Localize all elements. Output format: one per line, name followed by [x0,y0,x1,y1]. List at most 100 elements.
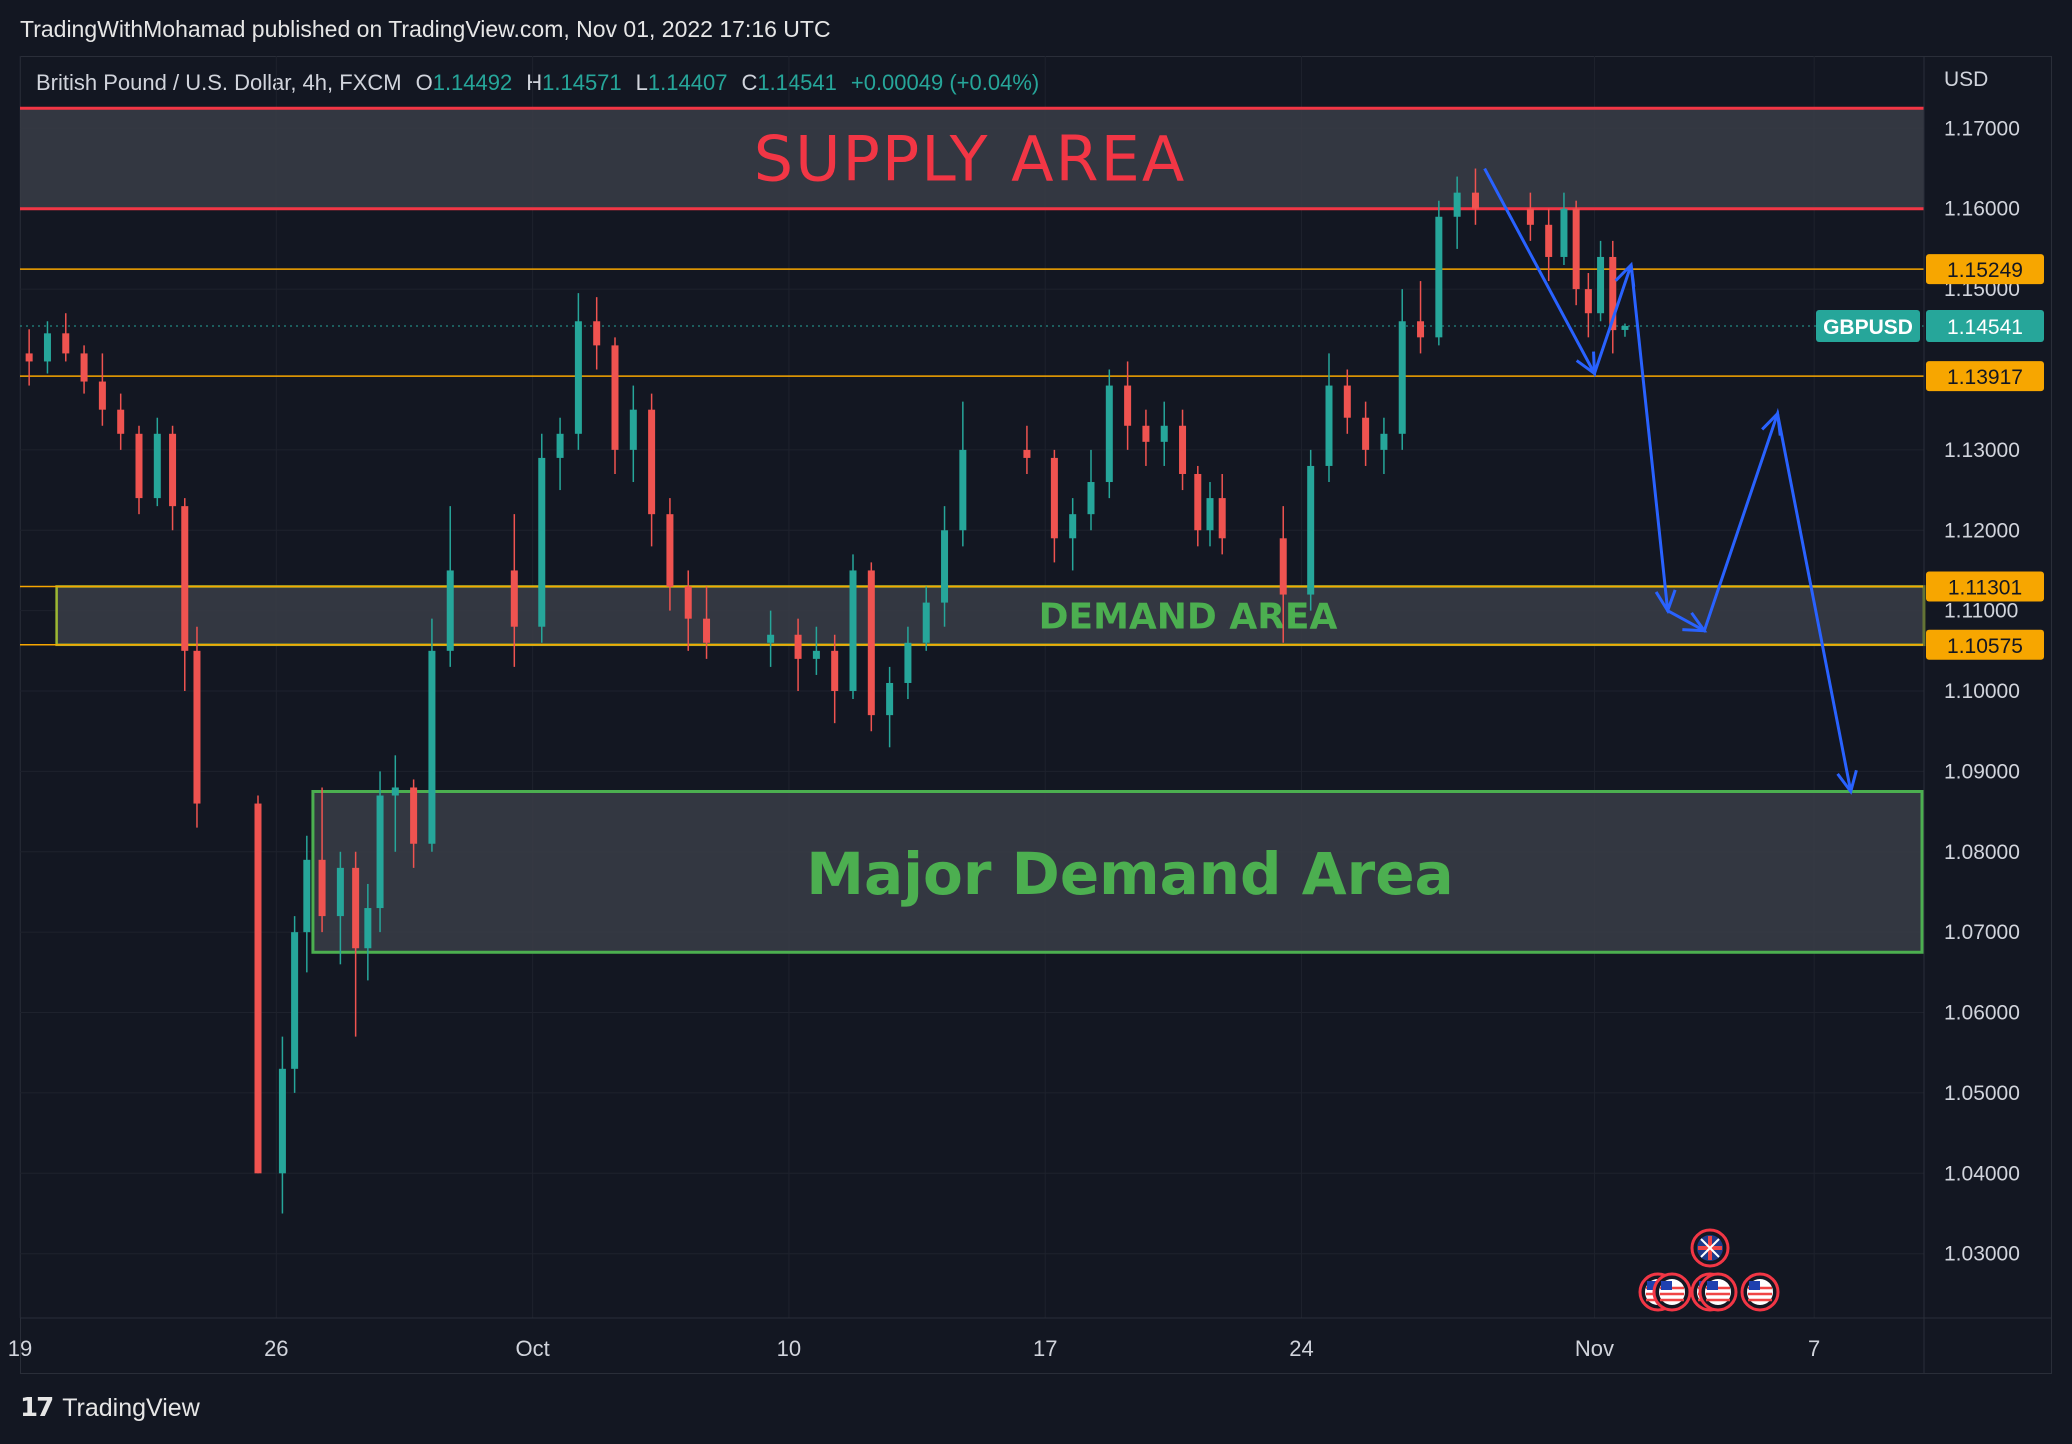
candle-body [703,618,711,643]
candle [62,313,70,362]
symbol-name[interactable]: British Pound / U.S. Dollar, 4h, FXCM [36,70,402,95]
candle-body [1325,385,1333,466]
price-label-text: 1.10575 [1947,635,2023,658]
symbol-tag-box[interactable] [1816,310,1920,343]
candle-body [169,433,177,507]
candle-body [291,932,299,1069]
footer-brand[interactable]: 17 TradingView [20,1393,200,1423]
projection-arrows [1483,167,1858,795]
high-value: 1.14571 [542,70,622,95]
candle-body [941,530,949,603]
us-flag-icon[interactable] [1698,1272,1738,1312]
candle [446,506,454,667]
candle-body [1343,385,1351,418]
candle [886,666,894,748]
price-tick-label: 1.17000 [1944,117,2020,140]
candle [593,297,601,370]
candle-body [117,409,125,434]
candle [1069,498,1077,571]
candle-body [1597,256,1605,314]
candle [1526,192,1534,241]
candle-body [135,433,143,499]
candle-body [410,787,418,844]
candle-body [1572,208,1580,290]
candle-body [1105,385,1113,483]
candle [364,883,372,981]
candle [1572,200,1580,306]
candle-body [611,345,619,450]
candle-body [510,570,518,627]
candle-body [922,602,930,643]
candle-body [1545,224,1553,257]
candle [1307,449,1315,611]
candle [352,851,360,1037]
candle [922,586,930,651]
candle [135,425,143,515]
candle-body [1609,256,1617,331]
candle [867,562,875,732]
candle [684,570,692,651]
tradingview-logo-icon: 17 [20,1393,54,1423]
candle [1417,281,1425,354]
candle-body [1206,498,1214,531]
candle [303,835,311,973]
candle-body [1307,465,1315,595]
candle-body [80,353,88,382]
price-tick-label: 1.03000 [1944,1243,2020,1266]
candle-body [831,650,839,692]
arrow-head [1654,589,1677,615]
candle-body [593,321,601,346]
candle [1609,240,1617,354]
candle-body [376,795,384,909]
candle [1194,465,1202,547]
zone-layer: SUPPLY AREA DEMAND AREA Major Demand Area [20,106,1926,954]
candle [1023,425,1031,474]
price-axis[interactable]: 1.170001.160001.150001.130001.120001.110… [1816,56,2044,1374]
last-price-box [1926,310,2044,343]
candle-body [153,433,161,499]
candle-body [904,642,912,683]
candle [376,771,384,933]
candle [849,554,857,700]
candle-body [556,433,564,458]
time-tick-label: 17 [1033,1336,1057,1361]
candle [1584,273,1592,338]
candle [510,514,518,667]
candle [556,417,564,491]
candle-body [181,506,189,651]
us-flag-icon[interactable] [1652,1272,1692,1312]
candle-body [352,867,360,949]
candle-body [446,570,454,651]
candle-body [959,449,967,531]
candle-body [428,650,436,844]
event-icons[interactable] [1638,1228,1780,1312]
candle-body [1471,192,1479,209]
price-tick-label: 1.12000 [1944,519,2020,542]
candle [703,586,711,659]
candle-body [849,570,857,692]
candle-body [1435,216,1443,338]
candle-body [1179,425,1187,474]
candle [831,634,839,724]
candle [117,393,125,450]
candle [1206,482,1214,547]
candle-body [794,634,802,659]
candle [1050,449,1058,563]
candle-body [1398,321,1406,434]
price-tick-label: 1.13000 [1944,439,2020,462]
arrow-head [1614,261,1636,288]
us-flag-icon[interactable] [1740,1272,1780,1312]
time-tick-label: 7 [1808,1336,1820,1361]
price-label-box [1926,629,2044,660]
uk-flag-icon[interactable] [1690,1228,1730,1268]
candle [1325,353,1333,483]
price-axis-currency[interactable]: USD [1944,68,1989,91]
time-axis[interactable]: 19 26 Oct 10 17 24 Nov 7 [8,1317,2052,1361]
price-label-text: 1.15249 [1947,259,2023,282]
price-tick-label: 1.11000 [1944,600,2018,623]
arrow-head [1836,769,1858,795]
price-tick-label: 1.16000 [1944,198,2020,221]
candle [98,353,106,426]
price-label-box [1926,361,2044,392]
